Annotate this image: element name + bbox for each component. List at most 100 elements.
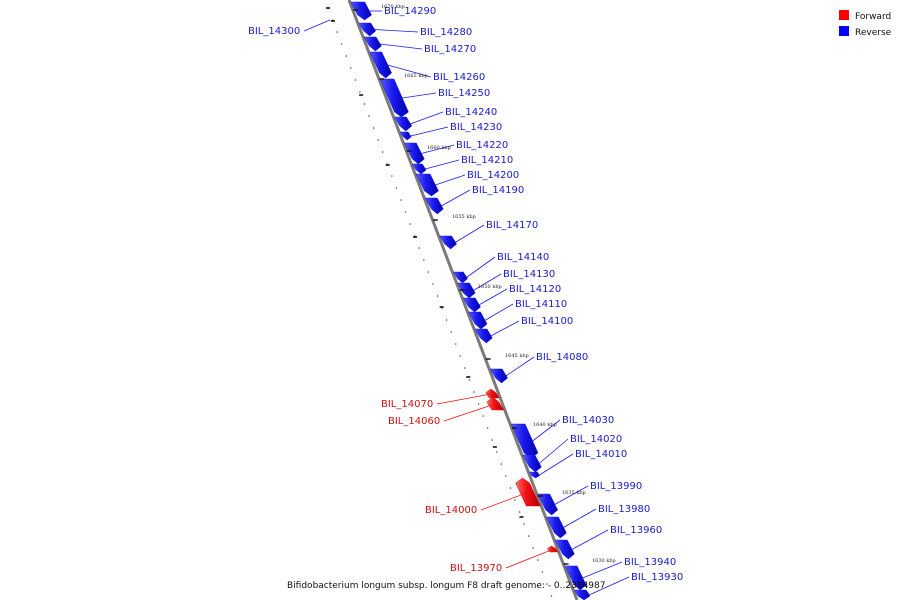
gene-glyph-bil_14140[interactable] (452, 271, 468, 284)
gene-label-bil_14210[interactable]: BIL_14210 (461, 155, 513, 166)
gene-leader-bil_14270 (379, 43, 423, 50)
guide-dot (450, 331, 452, 333)
tick-marks (326, 7, 524, 518)
gene-label-bil_14260[interactable]: BIL_14260 (433, 72, 485, 83)
gene-leader-bil_13960 (571, 529, 609, 550)
gene-label-bil_13980[interactable]: BIL_13980 (598, 504, 650, 515)
gene-leader-bil_14300 (303, 19, 331, 32)
gene-glyph-bil_14110[interactable] (468, 311, 488, 330)
gene-glyph-bil_13940[interactable] (564, 565, 587, 591)
gene-glyph-bil_14210[interactable] (411, 163, 427, 175)
guide-dot (350, 67, 352, 69)
guide-dot (445, 319, 448, 321)
gene-leader-bil_14030 (532, 419, 561, 442)
kbp-label: 1670 kbp (381, 4, 405, 10)
gene-glyph-bil_13980[interactable] (546, 516, 567, 539)
gene-glyph-bil_14170[interactable] (439, 235, 457, 250)
gene-glyph-bil_14240[interactable] (394, 116, 413, 132)
gene-label-bil_13940[interactable]: BIL_13940 (624, 557, 676, 568)
gene-glyph-bil_13990[interactable] (537, 493, 559, 516)
guide-dot (400, 199, 402, 201)
gene-label-bil_14170[interactable]: BIL_14170 (486, 220, 538, 231)
legend-forward-label: Forward (855, 12, 891, 22)
gene-label-bil_14250[interactable]: BIL_14250 (438, 88, 490, 99)
guide-dot (482, 415, 484, 417)
kbp-label: 1645 kbp (505, 353, 529, 359)
guide-dot (418, 247, 421, 249)
kbp-label: 1660 kbp (427, 145, 451, 151)
kbp-label: 1630 kbp (592, 558, 616, 564)
gene-glyph-bil_14100[interactable] (474, 328, 493, 344)
gene-label-bil_13990[interactable]: BIL_13990 (590, 481, 642, 492)
gene-label-bil_13930[interactable]: BIL_13930 (631, 572, 683, 583)
kbp-label: 1655 kbp (452, 214, 476, 220)
gene-label-bil_14030[interactable]: BIL_14030 (562, 415, 614, 426)
guide-dot (532, 547, 535, 549)
kbp-label: 1650 kbp (478, 284, 502, 290)
gene-glyph-bil_13960[interactable] (554, 539, 575, 560)
guide-dot (368, 115, 370, 117)
legend-reverse-swatch (839, 26, 849, 36)
gene-label-bil_14010[interactable]: BIL_14010 (575, 449, 627, 460)
gene-glyph-bil_14190[interactable] (424, 197, 444, 215)
guide-dot (477, 403, 480, 405)
gene-glyph-bil_14010[interactable] (528, 471, 540, 479)
guide-dot (377, 139, 380, 141)
gene-leader-bil_14230 (410, 126, 449, 137)
gene-label-bil_14240[interactable]: BIL_14240 (445, 107, 497, 118)
gene-leader-bil_14000 (480, 491, 530, 511)
gene-label-bil_14120[interactable]: BIL_14120 (509, 284, 561, 295)
gene-glyph-bil_14280[interactable] (358, 22, 377, 37)
kbp-label: 1640 kbp (533, 422, 557, 428)
gene-label-bil_14070[interactable]: BIL_14070 (381, 399, 433, 410)
gene-label-bil_14140[interactable]: BIL_14140 (497, 252, 549, 263)
gene-leader-bil_14220 (421, 144, 455, 154)
gene-label-bil_14190[interactable]: BIL_14190 (472, 185, 524, 196)
gene-label-bil_14110[interactable]: BIL_14110 (515, 299, 567, 310)
guide-dot (495, 451, 498, 453)
gene-glyph-bil_14080[interactable] (489, 368, 508, 384)
guide-dot (336, 31, 338, 33)
guide-dot (505, 475, 507, 477)
gene-glyph-bil_14130[interactable] (457, 282, 476, 299)
gene-glyph-bil_14020[interactable] (522, 454, 542, 473)
gene-leader-bil_14060 (443, 403, 497, 422)
gene-label-bil_14200[interactable]: BIL_14200 (467, 170, 519, 181)
gene-label-bil_14080[interactable]: BIL_14080 (536, 352, 588, 363)
guide-dot (518, 511, 521, 513)
gene-glyph-bil_14120[interactable] (462, 297, 481, 313)
gene-label-bil_14270[interactable]: BIL_14270 (424, 44, 476, 55)
gene-glyph-bil_14270[interactable] (363, 36, 382, 52)
guide-dot (464, 367, 466, 369)
gene-label-bil_14220[interactable]: BIL_14220 (456, 140, 508, 151)
gene-label-bil_14290[interactable]: BIL_14290 (384, 6, 436, 17)
gene-glyph-bil_14290[interactable] (350, 1, 372, 21)
gene-label-bil_14060[interactable]: BIL_14060 (388, 416, 440, 427)
gene-label-bil_13970[interactable]: BIL_13970 (450, 563, 502, 574)
gene-label-bil_14000[interactable]: BIL_14000 (425, 505, 477, 516)
gene-glyph-bil_14220[interactable] (403, 142, 425, 165)
genome-caption: Bifidobacterium longum subsp. longum F8 … (287, 581, 605, 591)
gene-leader-bil_13930 (588, 576, 630, 596)
guide-dot (486, 427, 489, 429)
guide-dot (473, 391, 475, 393)
gene-glyph-bil_14230[interactable] (399, 131, 412, 141)
gene-label-bil_14100[interactable]: BIL_14100 (521, 316, 573, 327)
gene-leader-bil_14210 (425, 159, 460, 170)
gene-glyph-bil_13930[interactable] (573, 589, 591, 600)
guide-dot (436, 295, 439, 297)
gene-label-bil_14020[interactable]: BIL_14020 (570, 434, 622, 445)
gene-glyph-bil_14250[interactable] (379, 78, 409, 118)
gene-label-bil_14130[interactable]: BIL_14130 (503, 269, 555, 280)
gene-glyph-bil_14200[interactable] (415, 173, 439, 197)
gene-label-bil_14230[interactable]: BIL_14230 (450, 122, 502, 133)
gene-glyph-bil_14260[interactable] (369, 51, 392, 79)
gene-label-bil_14280[interactable]: BIL_14280 (420, 27, 472, 38)
gene-leader-bil_14280 (374, 29, 419, 33)
gene-label-bil_14300[interactable]: BIL_14300 (248, 26, 300, 37)
guide-dot (537, 559, 539, 561)
gene-leader-bil_14100 (490, 320, 520, 337)
gene-leader-bil_14200 (435, 174, 466, 186)
gene-label-bil_13960[interactable]: BIL_13960 (610, 525, 662, 536)
gene-leader-bil_14120 (478, 288, 508, 306)
